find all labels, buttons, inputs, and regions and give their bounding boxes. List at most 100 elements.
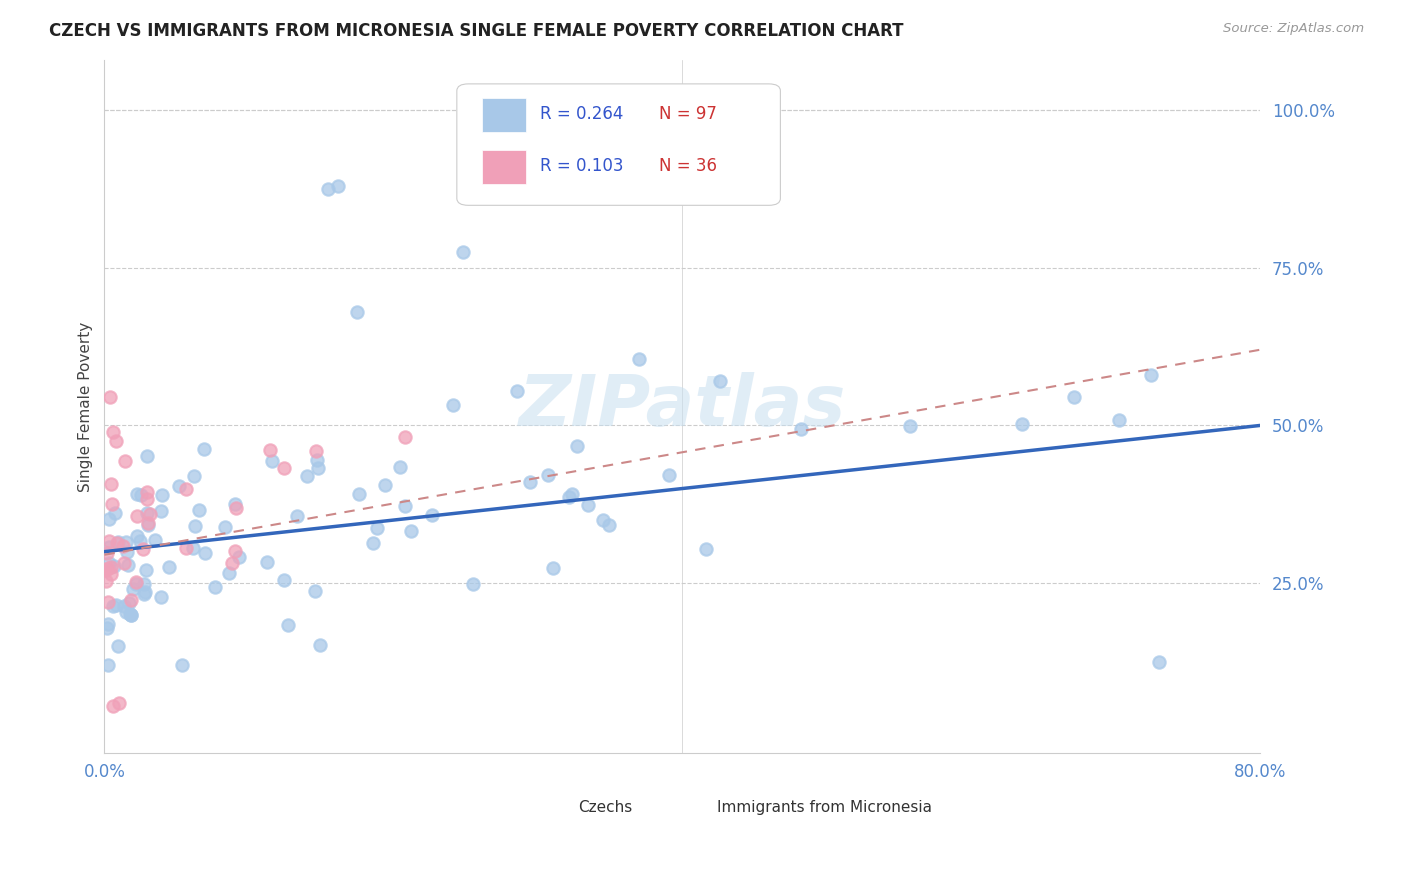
Point xyxy=(98,390,121,404)
Point xyxy=(214,520,236,534)
Point xyxy=(135,563,157,577)
Point xyxy=(347,486,370,500)
Point xyxy=(218,566,240,580)
Point xyxy=(224,544,246,558)
Point xyxy=(658,468,681,483)
Point xyxy=(105,599,128,613)
Point xyxy=(120,592,142,607)
Point xyxy=(101,425,124,439)
Point xyxy=(181,541,204,556)
Point xyxy=(108,696,131,710)
Point xyxy=(120,608,142,623)
Point xyxy=(328,178,350,193)
Point xyxy=(122,582,145,596)
Point xyxy=(135,506,157,520)
Point xyxy=(183,469,205,483)
Point xyxy=(193,442,215,456)
Point xyxy=(107,639,129,653)
Point xyxy=(174,541,197,555)
Point xyxy=(97,617,120,632)
Point xyxy=(96,621,118,635)
Point xyxy=(557,491,579,505)
Point xyxy=(388,460,411,475)
Point xyxy=(98,541,121,555)
Point xyxy=(94,574,117,589)
Point xyxy=(127,508,149,523)
Point xyxy=(307,461,329,475)
Point xyxy=(149,504,172,518)
Point xyxy=(131,488,153,502)
Text: N = 36: N = 36 xyxy=(659,157,717,175)
Point xyxy=(112,539,135,553)
Point xyxy=(285,509,308,524)
Point xyxy=(96,546,118,560)
Point xyxy=(898,418,921,433)
Point xyxy=(256,555,278,569)
Point xyxy=(114,535,136,549)
Point xyxy=(150,488,173,502)
Point xyxy=(167,479,190,493)
Point xyxy=(136,485,159,500)
Point xyxy=(138,507,160,521)
Point xyxy=(225,501,247,516)
Point xyxy=(305,444,328,458)
Point xyxy=(204,580,226,594)
FancyBboxPatch shape xyxy=(682,797,707,818)
Point xyxy=(101,699,124,714)
Point xyxy=(117,558,139,573)
Point xyxy=(401,524,423,538)
FancyBboxPatch shape xyxy=(457,84,780,205)
Point xyxy=(100,567,122,582)
Point xyxy=(187,503,209,517)
Point xyxy=(592,513,614,527)
Point xyxy=(104,434,127,449)
Point xyxy=(136,518,159,533)
Point xyxy=(120,607,142,622)
Point xyxy=(304,583,326,598)
Point xyxy=(134,584,156,599)
Text: R = 0.264: R = 0.264 xyxy=(540,104,623,123)
Point xyxy=(420,508,443,522)
Point xyxy=(1140,368,1163,382)
Point xyxy=(194,545,217,559)
Point xyxy=(1063,390,1085,404)
Point xyxy=(97,595,120,609)
Text: R = 0.103: R = 0.103 xyxy=(540,157,623,175)
Point xyxy=(461,577,484,591)
Point xyxy=(112,599,135,614)
Point xyxy=(184,518,207,533)
Text: ZIPatlas: ZIPatlas xyxy=(519,372,846,441)
Point xyxy=(103,558,125,573)
Point xyxy=(695,541,717,556)
Point xyxy=(117,545,139,559)
Point xyxy=(100,560,122,574)
Point xyxy=(273,574,295,588)
Point xyxy=(273,461,295,475)
Point xyxy=(97,658,120,673)
Point xyxy=(150,591,173,605)
Point xyxy=(228,549,250,564)
Text: Immigrants from Micronesia: Immigrants from Micronesia xyxy=(717,800,932,815)
Point xyxy=(598,517,620,532)
Point xyxy=(262,454,284,468)
Point xyxy=(124,574,146,589)
Point xyxy=(128,534,150,549)
Point xyxy=(105,535,128,549)
Point xyxy=(107,534,129,549)
Point xyxy=(361,536,384,550)
Point xyxy=(97,561,120,575)
Point xyxy=(174,482,197,496)
Y-axis label: Single Female Poverty: Single Female Poverty xyxy=(79,321,93,491)
Point xyxy=(112,557,135,571)
Text: Czechs: Czechs xyxy=(578,800,633,815)
Point xyxy=(366,521,388,535)
Point xyxy=(127,529,149,543)
Point xyxy=(519,475,541,489)
Text: CZECH VS IMMIGRANTS FROM MICRONESIA SINGLE FEMALE POVERTY CORRELATION CHART: CZECH VS IMMIGRANTS FROM MICRONESIA SING… xyxy=(49,22,904,40)
Point xyxy=(170,658,193,673)
Point xyxy=(297,469,319,483)
Point xyxy=(127,487,149,501)
Point xyxy=(94,563,117,577)
FancyBboxPatch shape xyxy=(482,150,526,185)
Point xyxy=(114,454,136,468)
